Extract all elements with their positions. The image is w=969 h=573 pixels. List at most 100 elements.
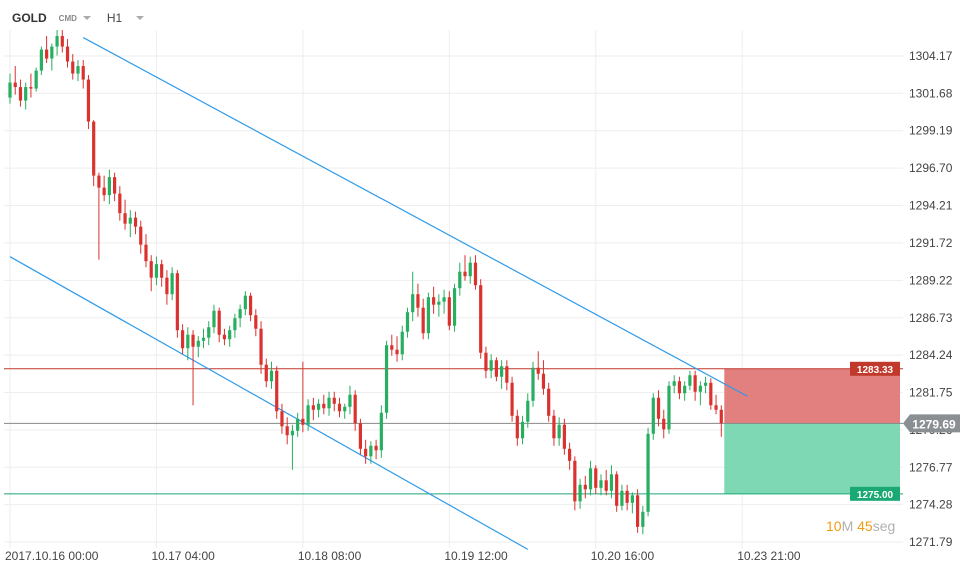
candle-body [149, 261, 153, 278]
timeframe-label[interactable]: H1 [106, 11, 123, 25]
candle-body [400, 331, 404, 355]
candle-body [442, 297, 446, 302]
candle-body [311, 405, 315, 410]
candle-body [374, 445, 378, 451]
candle-body [369, 445, 373, 457]
candle-body [672, 381, 676, 386]
candle-body [447, 297, 451, 326]
candle-body [421, 307, 425, 334]
candle-body [557, 424, 561, 439]
candle-body [698, 385, 702, 392]
candle-body [494, 360, 498, 377]
y-tick-label: 1284.24 [909, 348, 953, 362]
candle-body [327, 397, 331, 409]
candle-body [390, 345, 394, 350]
candle-body [583, 484, 587, 490]
candle-body [81, 66, 85, 80]
candle-body [426, 297, 430, 334]
countdown-minutes: 10 [826, 518, 842, 534]
candle-body [719, 409, 723, 424]
candle-body [552, 415, 556, 439]
candle-body [55, 36, 59, 47]
candle-body [468, 262, 472, 277]
candle-body [693, 375, 697, 392]
candle-body [703, 382, 708, 386]
support-price-tag [850, 486, 900, 501]
symbol-label[interactable]: GOLD [12, 11, 47, 25]
candle-body [547, 388, 551, 416]
candle-body [473, 262, 478, 286]
candle-body [201, 337, 206, 341]
candle-body [186, 334, 190, 349]
resistance-price-label: 1283.33 [857, 365, 894, 376]
candle-body [212, 310, 216, 328]
candle-body [615, 474, 619, 506]
candle-body [24, 87, 28, 101]
candle-body [144, 244, 148, 262]
y-tick-label: 1274.28 [909, 498, 953, 512]
candle-body [677, 381, 682, 394]
candle-body [683, 385, 687, 394]
candle-body [254, 315, 258, 329]
candle-body [107, 177, 111, 196]
candle-body [573, 460, 577, 502]
candle-body [348, 394, 352, 407]
candle-body [316, 403, 321, 410]
candle-body [97, 175, 101, 188]
candle-body [630, 495, 634, 503]
candle-body [102, 187, 106, 196]
candle-body [180, 330, 185, 349]
candle-body [656, 397, 661, 419]
candle-body [34, 70, 38, 89]
countdown-seconds: 45 [857, 518, 873, 534]
candle-body [688, 375, 692, 386]
y-tick-label: 1286.73 [909, 311, 953, 325]
candle-body [86, 79, 91, 122]
candle-body [290, 430, 295, 436]
candle-body [45, 49, 49, 59]
candle-body [65, 46, 70, 62]
candle-body [133, 217, 138, 227]
candle-body [217, 310, 221, 335]
candle-body [259, 328, 263, 365]
candle-body [322, 403, 326, 409]
candle-body [332, 397, 336, 404]
candle-body [191, 334, 195, 347]
support-price-label: 1275.00 [857, 490, 894, 501]
candle-body [128, 217, 132, 224]
candle-body [364, 448, 368, 457]
countdown-minutes-unit: M [841, 518, 854, 534]
y-tick-label: 1304.17 [909, 49, 953, 63]
candle-body [113, 177, 117, 194]
candle-body [285, 426, 289, 436]
candle-body [29, 87, 33, 89]
candle-body [196, 340, 200, 347]
candle-body [379, 412, 383, 451]
candle-body [358, 423, 363, 449]
x-tick-label: 2017.10.16 00:00 [5, 549, 99, 563]
candle-body [175, 273, 179, 331]
candle-body [484, 352, 488, 371]
candle-body [520, 421, 525, 439]
timeframe-dropdown-chevron-down-icon[interactable] [136, 16, 145, 20]
current-price-tag [903, 414, 960, 433]
candle-body [13, 82, 17, 88]
y-tick-label: 1301.68 [909, 86, 953, 100]
y-tick-label: 1291.72 [909, 236, 953, 250]
candle-body [238, 309, 242, 319]
candle-body [405, 312, 410, 332]
candle-body [275, 370, 279, 412]
candle-body [489, 360, 493, 371]
candle-body [123, 213, 127, 224]
candle-body [296, 418, 300, 431]
x-tick-label: 10.18 08:00 [298, 549, 362, 563]
candle-body [118, 193, 122, 214]
candle-body [500, 366, 504, 377]
candle-body [39, 49, 43, 71]
candle-body [280, 411, 284, 427]
symbol-dropdown-chevron-down-icon[interactable] [82, 16, 91, 20]
candle-body [505, 366, 509, 383]
candle-body [160, 264, 164, 278]
candle-body [625, 490, 629, 503]
